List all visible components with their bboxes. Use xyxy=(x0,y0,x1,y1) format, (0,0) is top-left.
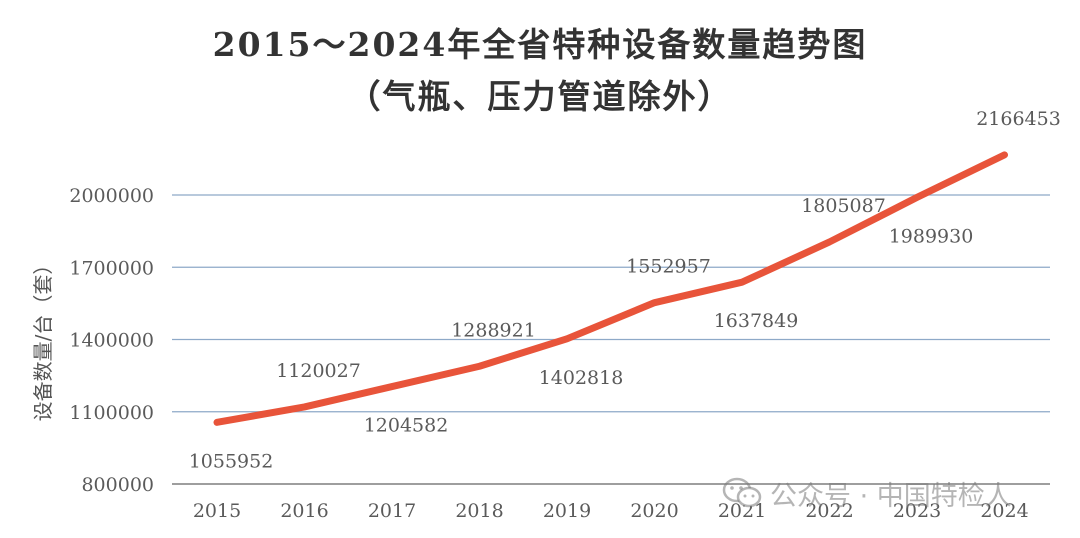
data-label: 2166453 xyxy=(976,108,1061,130)
y-tick-label: 800000 xyxy=(81,474,154,496)
watermark-text: 公众号 · 中国特检人 xyxy=(770,480,1012,512)
y-axis-label: 设备数量/台（套） xyxy=(31,255,55,422)
x-tick-label: 2020 xyxy=(630,500,678,522)
y-tick-labels: 800000 1100000 1400000 1700000 2000000 xyxy=(69,185,154,496)
x-tick-label: 2022 xyxy=(805,500,853,522)
x-tick-label: 2018 xyxy=(455,500,503,522)
x-tick-label: 2019 xyxy=(543,500,591,522)
data-label: 1637849 xyxy=(714,310,799,332)
chart-title: 2015～2024年全省特种设备数量趋势图 xyxy=(212,25,868,64)
gridlines xyxy=(172,194,1050,485)
series-line xyxy=(213,151,1008,426)
x-tick-label: 2017 xyxy=(368,500,416,522)
series-layer xyxy=(213,151,1008,426)
data-label: 1204582 xyxy=(364,415,449,437)
watermark: 公众号 · 中国特检人 xyxy=(722,473,1012,513)
y-tick-label: 2000000 xyxy=(69,185,154,207)
x-tick-label: 2024 xyxy=(980,500,1028,522)
data-label: 1055952 xyxy=(189,450,274,472)
data-label: 1989930 xyxy=(889,225,974,247)
data-labels: 1055952 1120027 1204582 1288921 1402818 15529… xyxy=(189,108,1061,472)
y-tick-label: 1700000 xyxy=(69,257,154,279)
data-label: 1288921 xyxy=(451,319,536,341)
data-label: 1805087 xyxy=(801,195,886,217)
chart-subtitle: （气瓶、压力管道除外） xyxy=(347,77,733,116)
data-label: 1552957 xyxy=(626,256,711,278)
y-tick-label: 1100000 xyxy=(69,402,154,424)
data-label: 1402818 xyxy=(539,367,624,389)
x-tick-label: 2016 xyxy=(280,500,328,522)
y-tick-label: 1400000 xyxy=(69,330,154,352)
x-tick-label: 2023 xyxy=(893,500,941,522)
data-label: 1120027 xyxy=(276,360,361,382)
wechat-icon xyxy=(722,477,762,508)
x-tick-label: 2015 xyxy=(193,500,241,522)
